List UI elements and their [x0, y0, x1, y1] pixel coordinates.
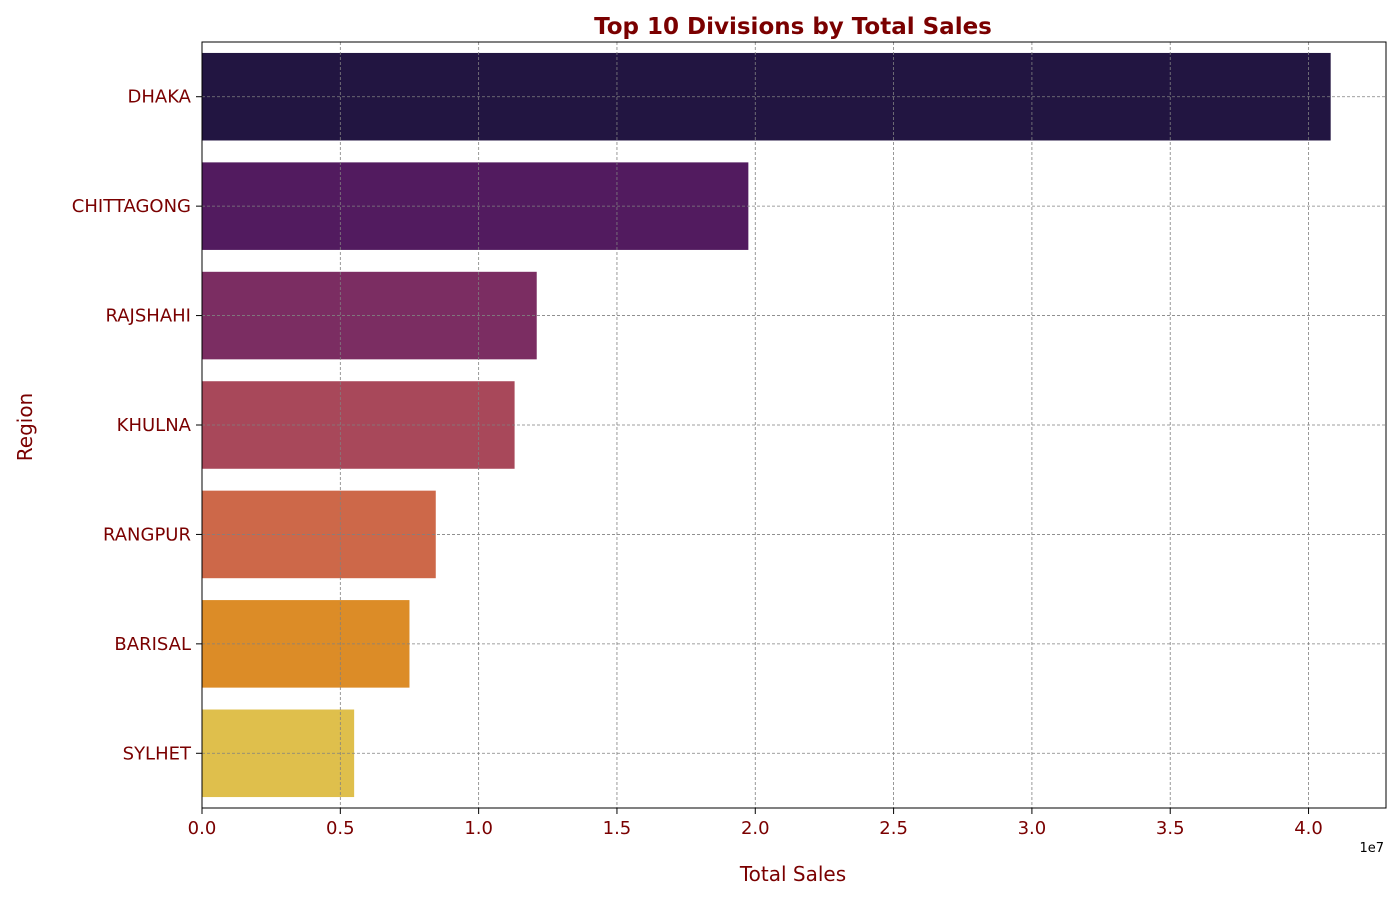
x-tick-label-8: 4.0 — [1294, 818, 1323, 839]
x-tick-label-0: 0.0 — [188, 818, 217, 839]
x-axis-ticks: 0.0 0.5 1.0 1.5 2.0 2.5 3.0 3.5 4.0 — [188, 808, 1323, 839]
y-axis-ticks: DHAKA CHITTAGONG RAJSHAHI KHULNA RANGPUR BARI… — [72, 87, 202, 764]
y-tick-label-dhaka: DHAKA — [127, 87, 191, 108]
x-axis-label: Total Sales — [739, 862, 846, 886]
x-tick-label-2: 1.0 — [464, 818, 493, 839]
x-tick-label-7: 3.5 — [1156, 818, 1185, 839]
y-tick-label-khulna: KHULNA — [117, 415, 192, 436]
x-tick-label-5: 2.5 — [879, 818, 908, 839]
y-tick-label-sylhet: SYLHET — [123, 743, 192, 764]
plot-frame — [201, 41, 1387, 809]
y-axis-label: Region — [13, 393, 37, 461]
x-tick-label-4: 2.0 — [741, 818, 770, 839]
x-tick-label-3: 1.5 — [603, 818, 632, 839]
y-tick-label-rangpur: RANGPUR — [103, 524, 191, 545]
bar-dhaka — [202, 52, 1331, 141]
y-tick-label-rajshahi: RAJSHAHI — [105, 306, 191, 327]
x-axis-offset-label: 1e7 — [1359, 841, 1384, 856]
y-tick-label-barisal: BARISAL — [114, 634, 191, 655]
bars-group — [202, 52, 1331, 798]
grid-lines — [201, 42, 1386, 808]
x-tick-label-1: 0.5 — [326, 818, 355, 839]
chart-title: Top 10 Divisions by Total Sales — [594, 14, 992, 40]
x-tick-label-6: 3.0 — [1018, 818, 1047, 839]
y-tick-label-chittagong: CHITTAGONG — [72, 196, 191, 217]
